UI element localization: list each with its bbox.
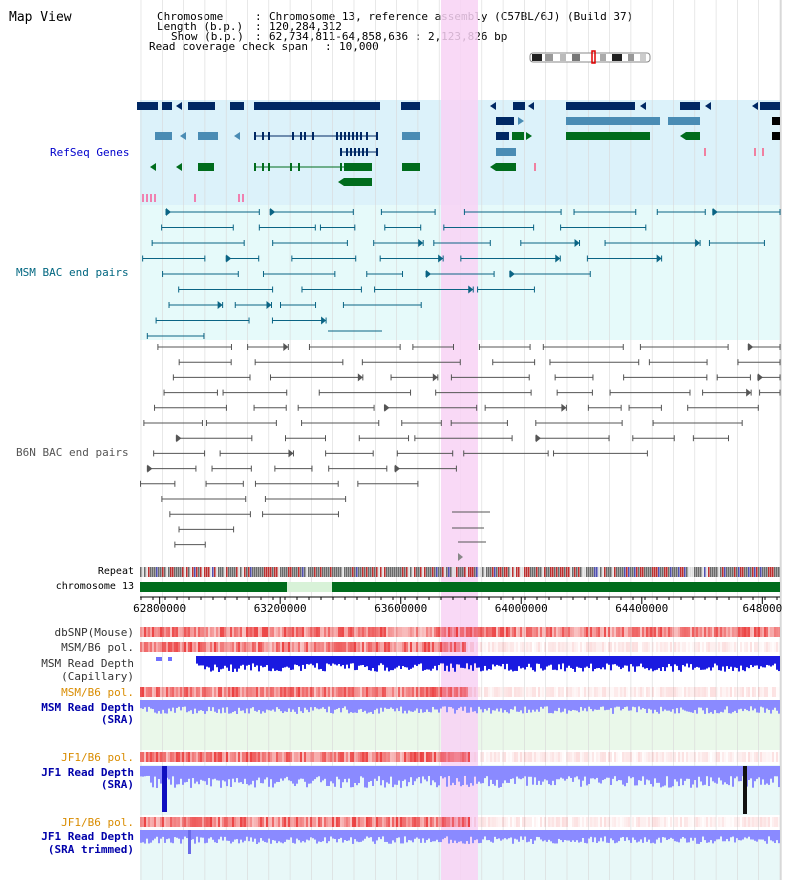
track-label-msm-pol: MSM/B6 pol.	[61, 641, 134, 654]
track-label-jf1-sra-1: JF1 Read Depth	[41, 766, 134, 779]
chromosome-bar	[140, 582, 780, 592]
track-label-refseq[interactable]: RefSeq Genes	[50, 146, 130, 159]
ideogram-position-marker	[591, 50, 596, 64]
ruler-tick-label: 648000	[742, 602, 782, 615]
track-label-b6n-bac[interactable]: B6N BAC end pairs	[16, 446, 129, 459]
msm-bac-track	[142, 208, 781, 339]
ruler-tick-label: 63600000	[374, 602, 427, 615]
coverage-value: 10,000	[339, 40, 379, 53]
track-label-msm-capillary-2: (Capillary)	[61, 670, 134, 683]
track-label-jf1-trim-2: (SRA trimmed)	[47, 843, 134, 856]
length-value: 120,284,312	[269, 20, 342, 33]
ruler-tick-label: 63200000	[254, 602, 307, 615]
track-label-msm-capillary-1: MSM Read Depth	[41, 657, 134, 670]
track-label-msm-sra-2: (SRA)	[100, 713, 134, 726]
refseq-genes-track	[137, 102, 780, 202]
track-label-jf1-trim-1: JF1 Read Depth	[41, 830, 134, 843]
repeat-track	[140, 567, 780, 577]
map-title: Map View	[9, 10, 72, 25]
variation-tracks	[140, 627, 780, 854]
selection-highlight	[441, 0, 478, 880]
track-label-jf1-sra-2: (SRA)	[100, 778, 134, 791]
b6n-bac-track	[140, 343, 781, 561]
track-label-jf1-pol-2: JF1/B6 pol.	[61, 816, 134, 829]
track-label-repeat: Repeat	[97, 566, 134, 577]
ruler-tick-label: 64400000	[615, 602, 668, 615]
chromosome-label: Chromosome	[157, 10, 224, 23]
ruler: 62800000 63200000 63600000 64000000 64400000…	[133, 596, 782, 615]
track-label-dbsnp: dbSNP(Mouse)	[54, 626, 134, 639]
ruler-tick-label: 64000000	[495, 602, 548, 615]
show-label: Show (b.p.)	[171, 30, 244, 43]
track-label-msm-bac[interactable]: MSM BAC end pairs	[16, 266, 129, 279]
length-label: Length (b.p.)	[157, 20, 244, 33]
track-label-jf1-pol: JF1/B6 pol.	[61, 751, 134, 764]
ruler-tick-label: 62800000	[133, 602, 186, 615]
chromosome-13-bar	[140, 582, 780, 592]
track-label-msm-sra-1: MSM Read Depth	[41, 701, 134, 714]
chromosome-ideogram	[529, 50, 651, 64]
track-label-msm-pol-2: MSM/B6 pol.	[61, 686, 134, 699]
track-label-chromosome: chromosome 13	[55, 581, 134, 592]
